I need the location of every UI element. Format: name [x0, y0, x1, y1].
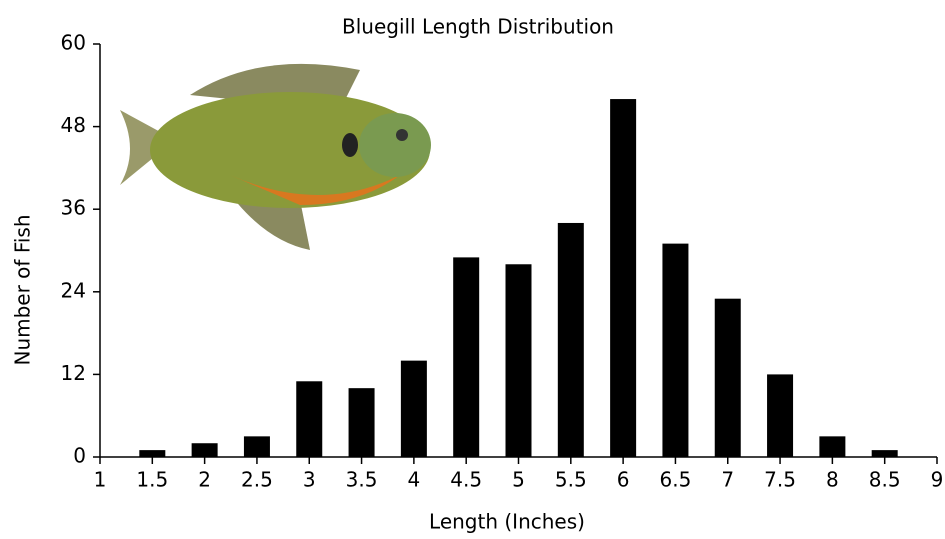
x-tick-label: 8.5 [869, 468, 901, 492]
y-tick-label: 12 [61, 361, 86, 385]
fish-illustration [120, 63, 431, 250]
bar [243, 436, 270, 457]
x-tick-label: 3.5 [346, 468, 378, 492]
y-tick-label: 48 [61, 113, 86, 137]
x-axis-label: Length (Inches) [429, 510, 585, 534]
bar [714, 298, 741, 457]
bar [400, 360, 427, 457]
chart-title: Bluegill Length Distribution [342, 15, 614, 39]
x-tick-label: 3 [303, 468, 316, 492]
y-tick-label: 24 [61, 278, 86, 302]
x-tick-label: 5.5 [555, 468, 587, 492]
x-tick-label: 1.5 [136, 468, 168, 492]
bar [139, 450, 166, 457]
bar [662, 243, 689, 457]
x-tick-label: 5 [512, 468, 525, 492]
bar [767, 374, 794, 457]
bar [610, 99, 637, 458]
x-tick-label: 9 [931, 468, 944, 492]
x-tick-label: 6 [617, 468, 630, 492]
y-tick-label: 60 [61, 31, 86, 55]
y-tick-label: 0 [73, 444, 86, 468]
bar [191, 443, 218, 457]
bar [819, 436, 846, 457]
y-axis-label: Number of Fish [11, 214, 35, 365]
x-tick-label: 2 [198, 468, 211, 492]
x-tick-label: 2.5 [241, 468, 273, 492]
bar [348, 388, 375, 457]
x-tick-label: 6.5 [660, 468, 692, 492]
x-tick-label: 4 [408, 468, 421, 492]
x-tick-label: 1 [94, 468, 107, 492]
x-tick-label: 7 [721, 468, 734, 492]
bar [505, 264, 532, 457]
y-tick-label: 36 [61, 196, 86, 220]
x-tick-label: 8 [826, 468, 839, 492]
x-tick-label: 4.5 [450, 468, 482, 492]
x-tick-label: 7.5 [764, 468, 796, 492]
bar [296, 381, 323, 457]
bar [453, 257, 480, 457]
bar [871, 450, 898, 457]
bar [557, 222, 584, 457]
